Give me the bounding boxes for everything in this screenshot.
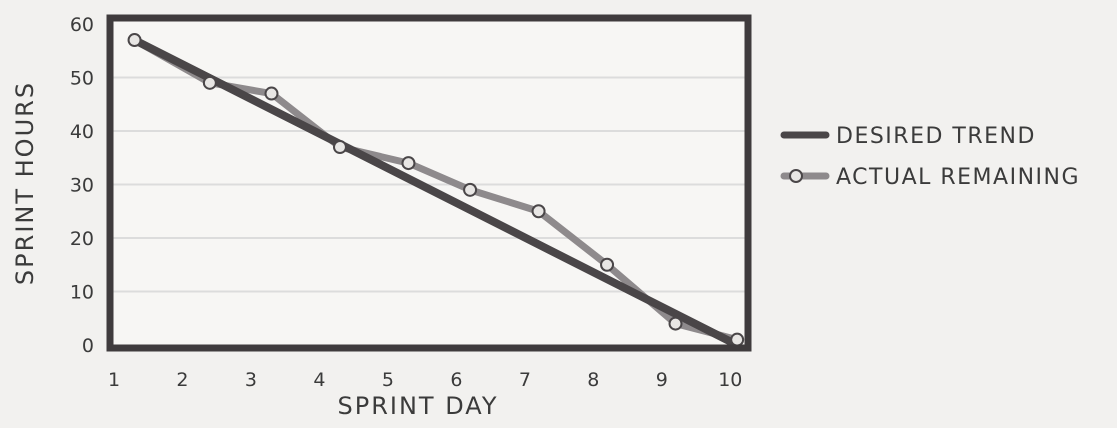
data-point-actual-remaining-8 (600, 257, 615, 272)
y-axis-title: SPRINT HOURS (11, 81, 39, 285)
data-point-actual-remaining-9 (668, 316, 683, 331)
legend-item-desired-trend: DESIRED TREND (780, 124, 1036, 149)
legend-label-actual-remaining: ACTUAL REMAINING (836, 165, 1080, 190)
x-axis-ticks: 1 2 3 4 5 6 7 8 9 10 (108, 369, 742, 391)
y-tick-label-60: 60 (70, 14, 94, 36)
data-point-actual-remaining-6 (463, 182, 478, 197)
plot-frame (106, 14, 752, 352)
x-tick-label-3: 3 (245, 369, 257, 391)
data-point-actual-remaining-2 (202, 75, 217, 90)
x-tick-label-1: 1 (108, 369, 120, 391)
y-tick-label-50: 50 (70, 68, 94, 90)
x-tick-label-7: 7 (519, 369, 531, 391)
y-tick-label-20: 20 (70, 228, 94, 250)
x-tick-label-6: 6 (450, 369, 462, 391)
legend: DESIRED TREND ACTUAL REMAINING (780, 124, 1080, 190)
x-tick-label-4: 4 (313, 369, 325, 391)
data-point-actual-remaining-10 (730, 332, 745, 347)
x-tick-label-5: 5 (382, 369, 394, 391)
x-tick-label-2: 2 (176, 369, 188, 391)
x-tick-label-8: 8 (587, 369, 599, 391)
data-point-actual-remaining-3 (264, 86, 279, 101)
data-point-actual-remaining-5 (401, 156, 416, 171)
y-tick-label-30: 30 (70, 175, 94, 197)
x-tick-label-9: 9 (656, 369, 668, 391)
y-tick-label-40: 40 (70, 121, 94, 143)
y-tick-label-0: 0 (82, 335, 94, 357)
data-point-actual-remaining-1 (127, 33, 142, 48)
y-tick-label-10: 10 (70, 282, 94, 304)
x-tick-label-10: 10 (718, 369, 742, 391)
data-point-actual-remaining-4 (332, 140, 347, 155)
x-axis-title: SPRINT DAY (338, 392, 499, 420)
y-axis-ticks: 0 10 20 30 40 50 60 (70, 14, 94, 357)
series-line-desired-trend (130, 36, 742, 349)
data-point-actual-remaining-7 (531, 204, 546, 219)
legend-label-desired-trend: DESIRED TREND (836, 124, 1036, 149)
legend-item-actual-remaining: ACTUAL REMAINING (780, 165, 1080, 190)
series-layer (127, 33, 745, 349)
legend-marker-actual-remaining (789, 169, 803, 183)
